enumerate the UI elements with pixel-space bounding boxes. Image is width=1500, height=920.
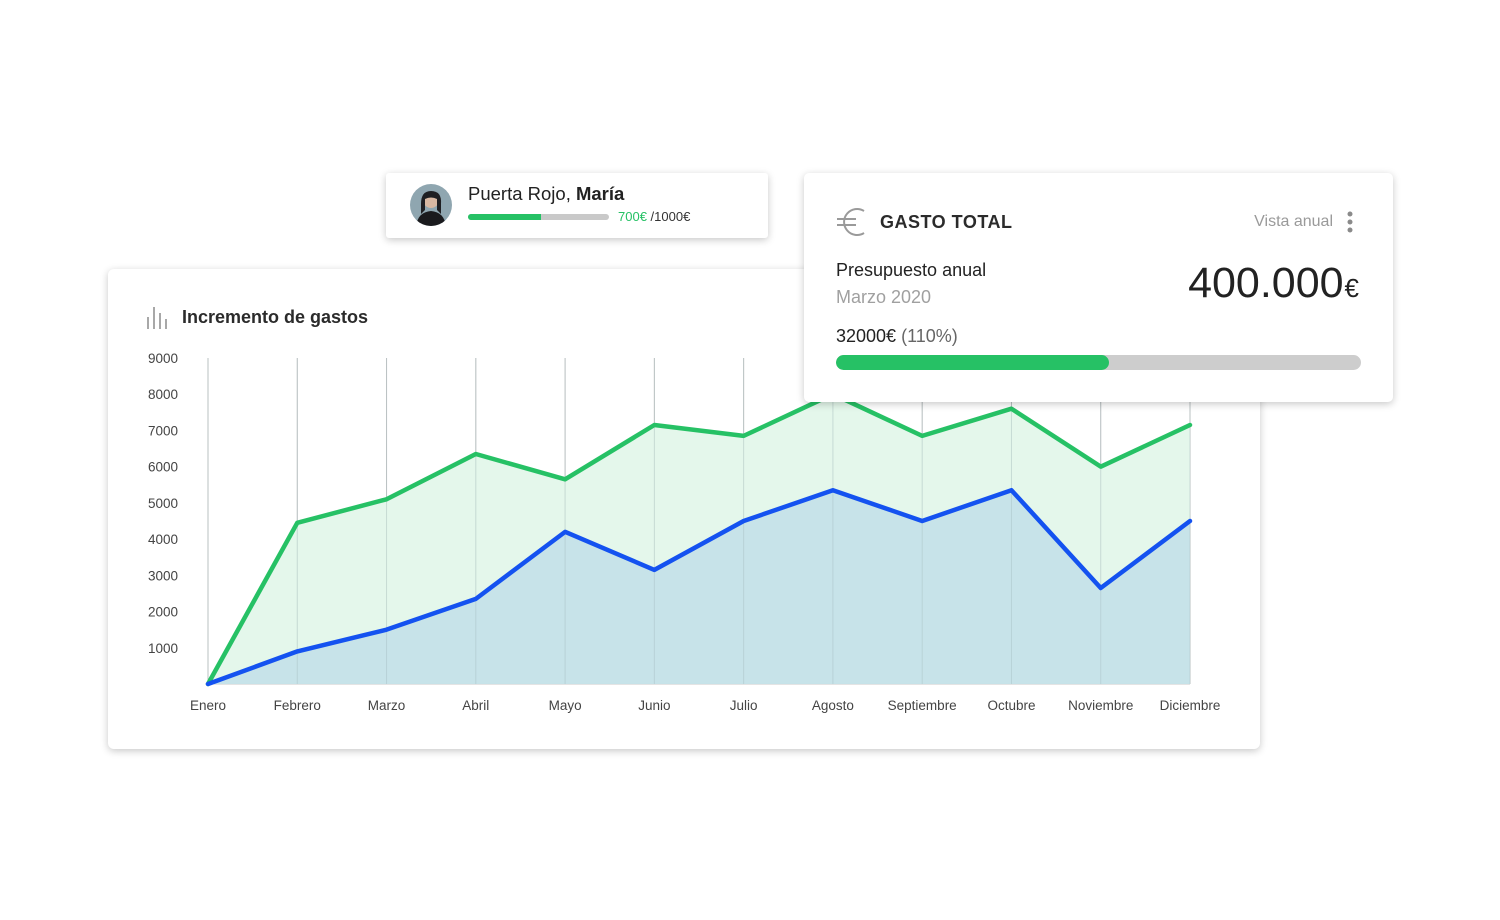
x-tick-label: Agosto: [812, 698, 854, 713]
user-budget-card[interactable]: Puerta Rojo, María 700€ /1000€: [386, 173, 768, 238]
chart-title: Incremento de gastos: [182, 306, 369, 327]
y-tick-label: 4000: [148, 532, 178, 547]
series-2-area: [208, 490, 1190, 684]
x-tick-label: Marzo: [368, 698, 406, 713]
user-name: Puerta Rojo, María: [468, 183, 625, 204]
area-chart: 1000 2000 3000 4000 5000 6000 7000 8000 9000 Ene…: [148, 351, 1221, 713]
y-tick-label: 8000: [148, 387, 178, 402]
view-selector[interactable]: Vista anual: [1254, 213, 1333, 230]
series-2-line: [205, 487, 1193, 687]
user-avatar: [410, 184, 452, 226]
more-options-icon[interactable]: [1347, 211, 1353, 233]
user-amount: 700€ /1000€: [618, 209, 691, 224]
series-1-line: [205, 391, 1193, 687]
x-tick-label: Enero: [190, 698, 226, 713]
x-tick-label: Abril: [462, 698, 489, 713]
total-spend-card: GASTO TOTAL Vista anual Presupuesto anua…: [804, 173, 1393, 402]
x-tick-label: Mayo: [549, 698, 582, 713]
x-tick-label: Febrero: [274, 698, 321, 713]
user-progress-bar: [468, 214, 609, 220]
y-tick-label: 6000: [148, 460, 178, 475]
y-tick-label: 9000: [148, 351, 178, 366]
y-tick-label: 2000: [148, 605, 178, 620]
euro-icon: [837, 208, 865, 236]
y-tick-label: 7000: [148, 423, 178, 438]
bar-chart-icon: [147, 307, 167, 329]
total-progress-fill: [836, 355, 1109, 370]
x-tick-label: Octubre: [987, 698, 1035, 713]
y-tick-label: 1000: [148, 641, 178, 656]
x-tick-label: Septiembre: [888, 698, 957, 713]
budget-date: Marzo 2020: [836, 287, 932, 307]
y-tick-label: 3000: [148, 568, 178, 583]
total-amount: 400.000€: [1188, 259, 1359, 307]
x-tick-label: Junio: [638, 698, 670, 713]
x-tick-label: Julio: [730, 698, 758, 713]
x-tick-label: Noviembre: [1068, 698, 1133, 713]
budget-label: Presupuesto anual: [836, 260, 987, 280]
total-title: GASTO TOTAL: [880, 212, 1013, 232]
x-tick-label: Diciembre: [1160, 698, 1221, 713]
user-progress-fill: [468, 214, 542, 220]
total-progress-bar: [836, 355, 1361, 370]
chart-header: Incremento de gastos: [146, 305, 368, 329]
spent-amount: 32000€ (110%): [836, 326, 958, 346]
y-tick-label: 5000: [148, 496, 178, 511]
